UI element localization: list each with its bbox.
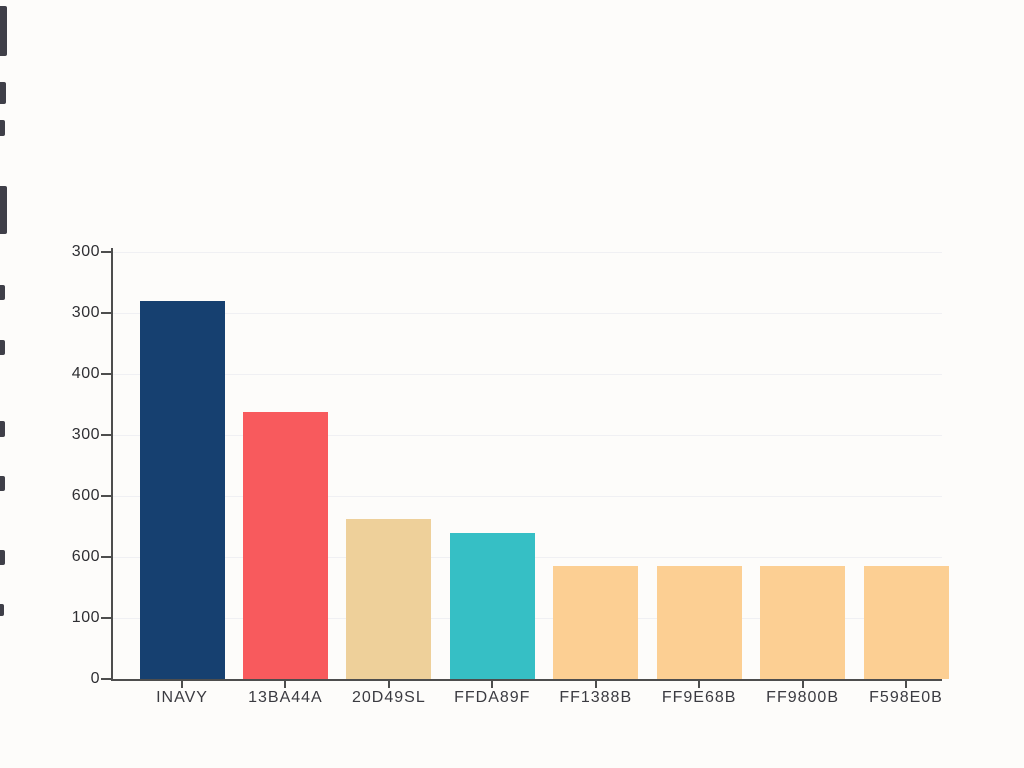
- y-tick-label: 0: [90, 670, 100, 687]
- x-tick: [284, 681, 287, 688]
- y-gridline: [113, 374, 942, 375]
- y-gridline: [113, 435, 942, 436]
- x-tick-label: F598E0B: [869, 689, 943, 706]
- y-axis-line: [111, 248, 113, 681]
- bar: [139, 300, 225, 679]
- y-tick: [101, 312, 111, 314]
- y-gridline: [113, 252, 942, 253]
- left-edge-artifact: [0, 421, 5, 437]
- x-tick: [181, 681, 183, 688]
- left-edge-artifact: [0, 186, 7, 234]
- y-tick: [101, 678, 111, 680]
- y-tick-label: 100: [71, 609, 100, 626]
- x-tick-label: INAVY: [156, 689, 208, 706]
- y-gridline: [113, 496, 942, 497]
- bar: [553, 566, 639, 679]
- x-tick: [905, 681, 907, 688]
- bar: [760, 566, 846, 679]
- x-tick: [698, 681, 701, 688]
- left-edge-artifact: [0, 120, 5, 136]
- y-tick: [101, 495, 111, 497]
- x-tick-label: FFDA89F: [454, 689, 531, 706]
- y-tick: [101, 434, 111, 436]
- bar: [449, 533, 535, 679]
- y-tick: [101, 373, 111, 375]
- y-tick-label: 600: [71, 548, 100, 565]
- x-tick-label: FF9800B: [766, 689, 839, 706]
- y-tick: [101, 617, 111, 619]
- x-tick-label: FF9E68B: [661, 689, 737, 706]
- left-edge-artifact: [0, 285, 5, 300]
- left-edge-artifact: [0, 604, 4, 616]
- x-tick: [491, 681, 494, 688]
- left-edge-artifact: [0, 476, 5, 491]
- y-tick: [101, 556, 111, 558]
- x-tick-label: 20D49SL: [352, 689, 426, 706]
- left-edge-artifact: [0, 340, 5, 355]
- x-tick: [387, 681, 390, 688]
- bar: [346, 519, 432, 679]
- y-tick-label: 600: [71, 487, 100, 504]
- bar: [656, 566, 742, 679]
- y-tick-label: 400: [71, 365, 100, 382]
- y-tick-label: 300: [71, 426, 100, 443]
- y-tick: [101, 251, 111, 253]
- left-edge-artifact: [0, 82, 6, 104]
- x-tick-label: 13BA44A: [248, 689, 323, 706]
- y-tick-label: 300: [71, 304, 100, 321]
- y-gridline: [113, 313, 942, 314]
- x-tick-label: FF1388B: [559, 689, 633, 706]
- left-edge-artifact: [0, 6, 7, 56]
- bar: [242, 411, 328, 679]
- left-edge-artifact: [0, 550, 5, 565]
- y-tick-label: 300: [71, 243, 100, 260]
- x-tick: [594, 681, 597, 688]
- x-axis-line: [111, 679, 942, 681]
- bar: [863, 566, 949, 679]
- x-tick: [801, 681, 804, 688]
